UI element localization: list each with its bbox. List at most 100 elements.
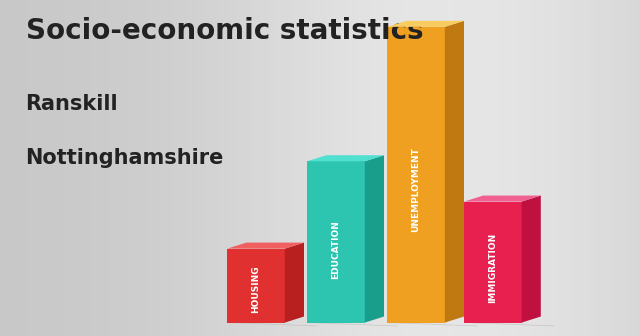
Bar (518, 0, 525, 336)
Polygon shape (387, 21, 464, 27)
Bar (454, 0, 461, 336)
Bar (70, 0, 77, 336)
Bar (186, 0, 192, 336)
Polygon shape (387, 317, 464, 323)
Bar (621, 0, 627, 336)
Bar (13, 0, 19, 336)
Bar (589, 0, 595, 336)
Bar (397, 0, 403, 336)
Bar (262, 0, 269, 336)
Bar (19, 0, 26, 336)
Bar (77, 0, 83, 336)
Bar (282, 0, 288, 336)
Bar (378, 0, 384, 336)
Bar (448, 0, 454, 336)
Bar (506, 0, 512, 336)
Bar (486, 0, 493, 336)
Bar (333, 0, 339, 336)
Bar (550, 0, 557, 336)
Bar (0, 0, 6, 336)
Bar (38, 0, 45, 336)
Bar (128, 0, 134, 336)
Bar (602, 0, 608, 336)
Bar (480, 0, 486, 336)
Bar (83, 0, 90, 336)
Bar (403, 0, 410, 336)
Bar (160, 0, 166, 336)
Bar (307, 0, 314, 336)
Polygon shape (445, 21, 464, 323)
Bar (250, 0, 256, 336)
Polygon shape (522, 196, 541, 323)
Bar (224, 0, 230, 336)
Bar (179, 0, 186, 336)
Bar (531, 0, 538, 336)
Bar (435, 0, 442, 336)
Bar (294, 0, 301, 336)
Bar (288, 0, 294, 336)
Bar (582, 0, 589, 336)
Bar (230, 0, 237, 336)
Bar (192, 0, 198, 336)
Text: UNEMPLOYMENT: UNEMPLOYMENT (412, 147, 420, 232)
Polygon shape (387, 27, 445, 323)
Bar (96, 0, 102, 336)
Bar (64, 0, 70, 336)
Bar (422, 0, 429, 336)
Bar (205, 0, 211, 336)
Bar (154, 0, 160, 336)
Bar (390, 0, 397, 336)
Bar (493, 0, 499, 336)
Bar (576, 0, 582, 336)
Bar (237, 0, 243, 336)
Polygon shape (464, 196, 541, 202)
Bar (634, 0, 640, 336)
Bar (544, 0, 550, 336)
Bar (301, 0, 307, 336)
Text: HOUSING: HOUSING (252, 265, 260, 313)
Bar (326, 0, 333, 336)
Bar (608, 0, 614, 336)
Bar (147, 0, 154, 336)
Bar (256, 0, 262, 336)
Bar (339, 0, 346, 336)
Text: IMMIGRATION: IMMIGRATION (488, 233, 497, 303)
Bar (538, 0, 544, 336)
Polygon shape (227, 317, 304, 323)
Bar (314, 0, 320, 336)
Bar (90, 0, 96, 336)
Polygon shape (464, 317, 541, 323)
Text: Socio-economic statistics: Socio-economic statistics (26, 17, 423, 45)
Bar (275, 0, 282, 336)
Polygon shape (464, 202, 522, 323)
Bar (461, 0, 467, 336)
Bar (243, 0, 250, 336)
Bar (218, 0, 224, 336)
Bar (499, 0, 506, 336)
Bar (51, 0, 58, 336)
Bar (467, 0, 474, 336)
Text: Ranskill: Ranskill (26, 94, 118, 114)
Polygon shape (285, 243, 304, 323)
Bar (102, 0, 109, 336)
Bar (442, 0, 448, 336)
Bar (512, 0, 518, 336)
Bar (365, 0, 371, 336)
Bar (122, 0, 128, 336)
Polygon shape (307, 317, 384, 323)
Polygon shape (307, 155, 384, 161)
Bar (109, 0, 115, 336)
Bar (410, 0, 416, 336)
Bar (45, 0, 51, 336)
Polygon shape (227, 243, 304, 249)
Bar (211, 0, 218, 336)
Bar (614, 0, 621, 336)
Bar (269, 0, 275, 336)
Text: EDUCATION: EDUCATION (332, 220, 340, 280)
Bar (26, 0, 32, 336)
Bar (134, 0, 141, 336)
Bar (570, 0, 576, 336)
Text: Nottinghamshire: Nottinghamshire (26, 148, 224, 168)
Bar (141, 0, 147, 336)
Bar (595, 0, 602, 336)
